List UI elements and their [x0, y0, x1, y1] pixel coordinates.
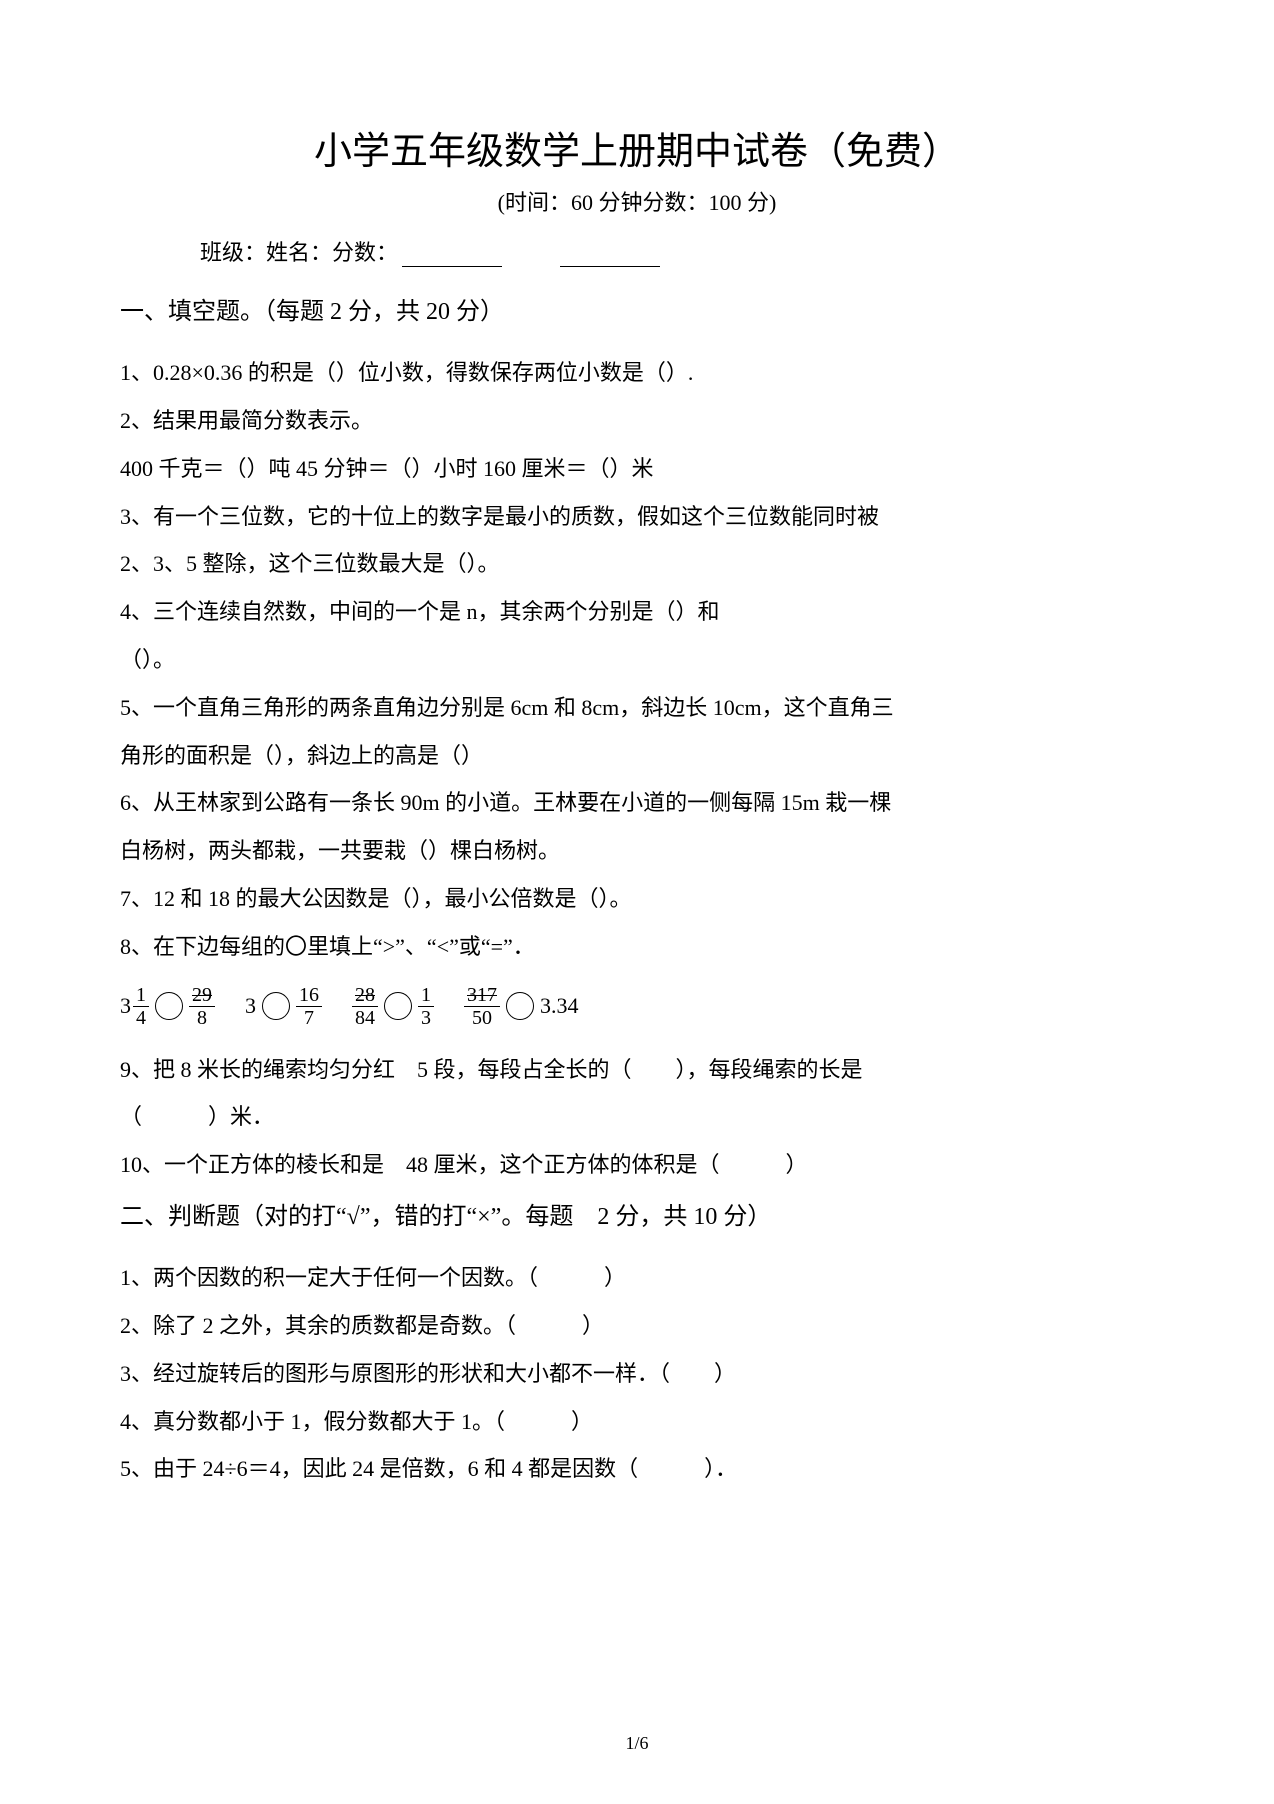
q8-item-d: 317 50 3.34 [464, 984, 579, 1029]
blank [560, 266, 660, 267]
q4b: （）。 [120, 639, 1154, 681]
page-number: 1/6 [625, 1733, 648, 1754]
class-label: 班级： [200, 240, 266, 265]
q8d-right: 3.34 [540, 993, 579, 1019]
q8a-rden: 8 [194, 1007, 210, 1029]
score-label: 分数： [332, 240, 398, 265]
q9b: （ ）米． [120, 1096, 1154, 1138]
compare-circle[interactable] [262, 992, 290, 1020]
q5: 5、一个直角三角形的两条直角边分别是 6cm 和 8cm，斜边长 10cm，这个… [120, 687, 1154, 729]
s2q4: 4、真分数都小于 1，假分数都大于 1。（ ） [120, 1401, 1154, 1443]
q8-item-a: 3 1 4 29 8 [120, 984, 215, 1029]
page-title: 小学五年级数学上册期中试卷（免费） [120, 120, 1154, 175]
q8a-rnum: 29 [189, 984, 215, 1007]
compare-circle[interactable] [155, 992, 183, 1020]
q2: 2、结果用最简分数表示。 [120, 400, 1154, 442]
q4: 4、三个连续自然数，中间的一个是 n，其余两个分别是（）和 [120, 591, 1154, 633]
q8-item-c: 28 84 1 3 [352, 984, 434, 1029]
q8c-lnum: 28 [352, 984, 378, 1007]
q8a-whole: 3 [120, 993, 131, 1019]
q8b-num: 16 [296, 984, 322, 1007]
q8a-den: 4 [133, 1007, 149, 1029]
q8-comparisons: 3 1 4 29 8 3 16 7 28 84 1 3 [120, 984, 1154, 1029]
q3: 3、有一个三位数，它的十位上的数字是最小的质数，假如这个三位数能同时被 [120, 496, 1154, 538]
q3b: 2、3、5 整除，这个三位数最大是（）。 [120, 543, 1154, 585]
section2-header: 二、判断题（对的打“√”，错的打“×”。每题 2 分，共 10 分） [120, 1196, 1154, 1239]
s2q1: 1、两个因数的积一定大于任何一个因数。（ ） [120, 1257, 1154, 1299]
q2b: 400 千克＝（）吨 45 分钟＝（）小时 160 厘米＝（）米 [120, 448, 1154, 490]
q8b-left: 3 [245, 993, 256, 1019]
q10: 10、一个正方体的棱长和是 48 厘米，这个正方体的体积是（ ） [120, 1144, 1154, 1186]
q8c-rden: 3 [418, 1007, 434, 1029]
subtitle: (时间：60 分钟分数：100 分) [120, 185, 1154, 217]
q5b: 角形的面积是（），斜边上的高是（） [120, 735, 1154, 777]
compare-circle[interactable] [506, 992, 534, 1020]
q7: 7、12 和 18 的最大公因数是（），最小公倍数是（）。 [120, 878, 1154, 920]
q8c-lden: 84 [352, 1007, 378, 1029]
q1: 1、0.28×0.36 的积是（）位小数，得数保存两位小数是（）. [120, 352, 1154, 394]
q6b: 白杨树，两头都栽，一共要栽（）棵白杨树。 [120, 830, 1154, 872]
q8-item-b: 3 16 7 [245, 984, 322, 1029]
q8a-num: 1 [133, 984, 149, 1007]
compare-circle[interactable] [384, 992, 412, 1020]
q9: 9、把 8 米长的绳索均匀分红 5 段，每段占全长的（ ），每段绳索的长是 [120, 1049, 1154, 1091]
q8d-lnum: 317 [464, 984, 500, 1007]
blank [402, 266, 502, 267]
section1-header: 一、填空题。（每题 2 分，共 20 分） [120, 291, 1154, 334]
q8c-rnum: 1 [418, 984, 434, 1007]
s2q5: 5、由于 24÷6＝4，因此 24 是倍数，6 和 4 都是因数（ ）． [120, 1448, 1154, 1490]
s2q3: 3、经过旋转后的图形与原图形的形状和大小都不一样．（ ） [120, 1353, 1154, 1395]
q8b-den: 7 [301, 1007, 317, 1029]
q8: 8、在下边每组的〇里填上“>”、“<”或“=”． [120, 926, 1154, 968]
s2q2: 2、除了 2 之外，其余的质数都是奇数。（ ） [120, 1305, 1154, 1347]
student-info: 班级：姓名：分数： [120, 235, 1154, 267]
q6: 6、从王林家到公路有一条长 90m 的小道。王林要在小道的一侧每隔 15m 栽一… [120, 782, 1154, 824]
q8d-lden: 50 [469, 1007, 495, 1029]
name-label: 姓名： [266, 240, 332, 265]
